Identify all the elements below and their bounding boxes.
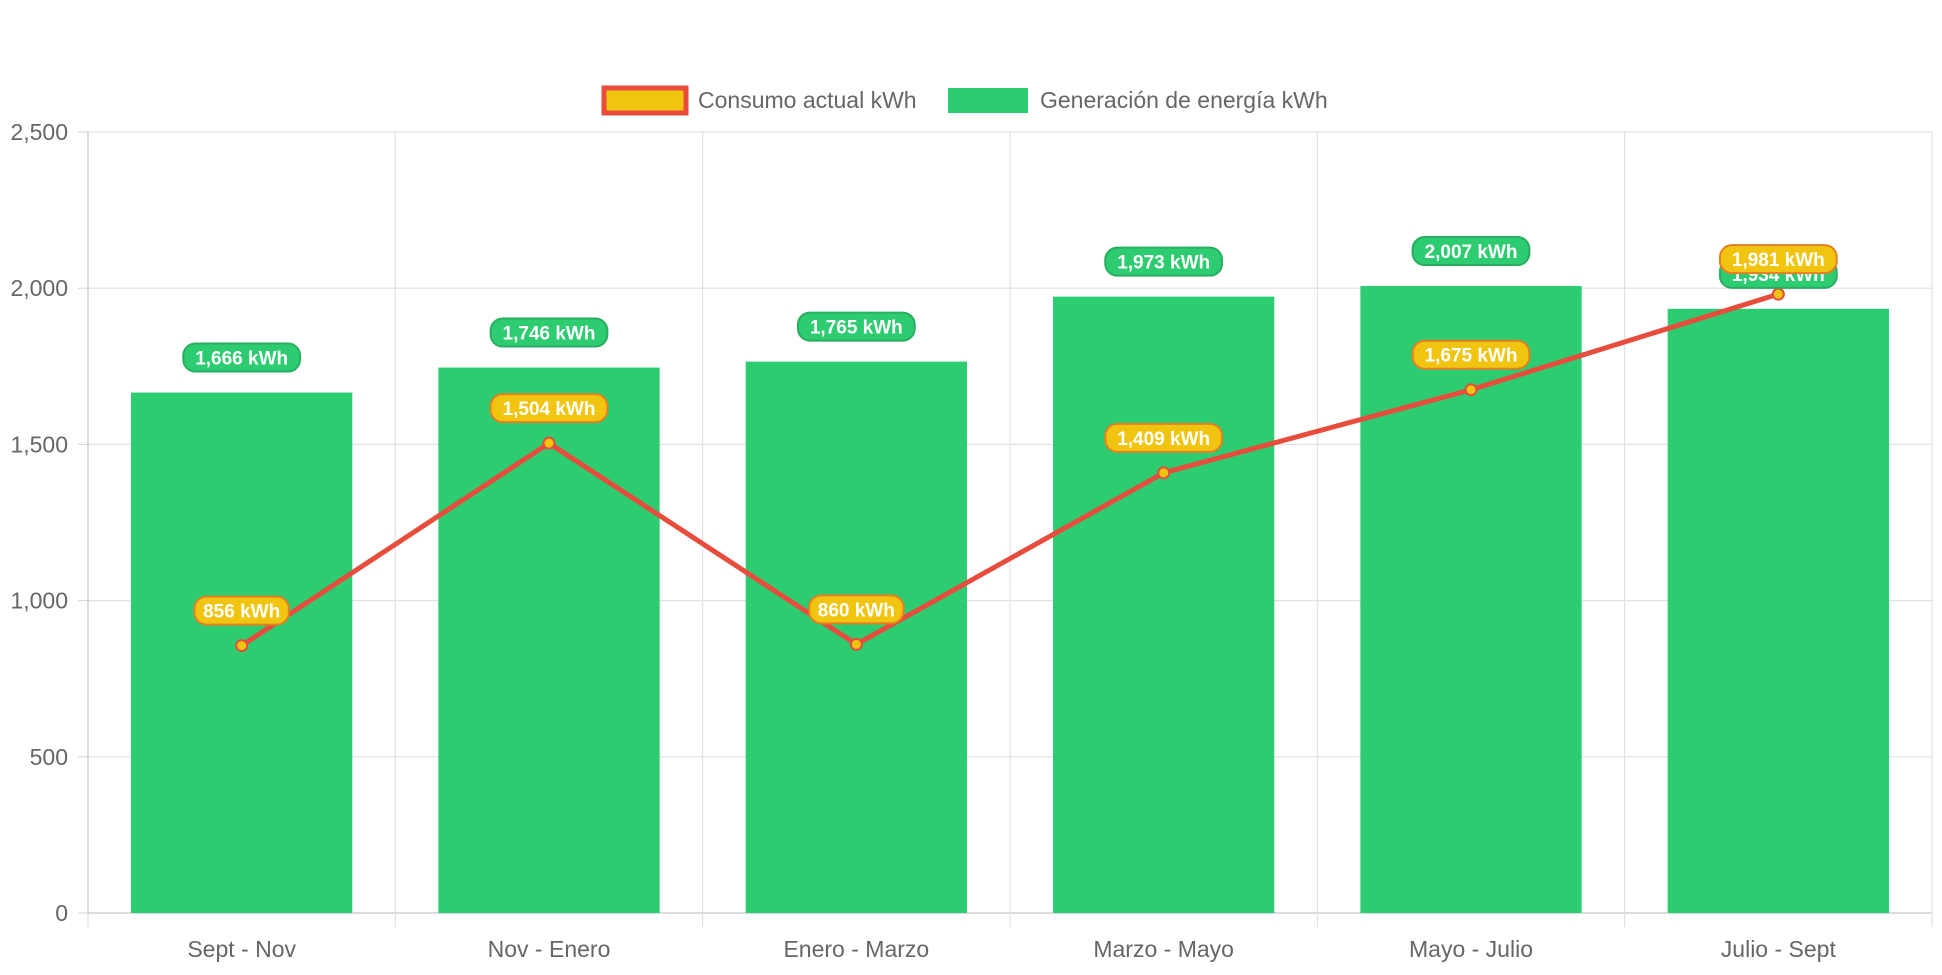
bar-data-label: 1,666 kWh [182,342,302,373]
line-point [1464,383,1478,397]
data-label-box [182,342,302,373]
data-label-text: 1,765 kWh [810,318,903,339]
data-label-text: 860 kWh [818,600,895,621]
line-point [1771,287,1785,301]
y-tick-label: 2,500 [10,119,68,145]
data-label-box [808,594,905,625]
x-tick-label: Enero - Marzo [783,936,929,962]
line-data-label: 860 kWh [808,594,905,625]
bar [745,361,967,913]
data-label-text: 1,981 kWh [1732,250,1825,271]
legend: Consumo actual kWh Generación de energía … [601,85,1328,116]
bar [1053,296,1275,914]
y-tick-label: 1,000 [10,588,68,614]
data-label-box [193,595,290,626]
y-tick-label: 0 [55,900,68,926]
line-point [1157,466,1171,480]
line-point [235,639,249,653]
data-label-text: 1,746 kWh [503,324,596,345]
legend-item-generacion: Generación de energía kWh [948,87,1328,113]
x-tick-label: Nov - Enero [488,936,611,962]
data-label-text: 1,675 kWh [1425,346,1518,367]
line-data-label: 1,675 kWh [1411,339,1531,370]
data-label-box [489,393,609,424]
line-point [542,436,556,450]
data-label-box [796,311,916,342]
x-tick-label: Marzo - Mayo [1093,936,1234,962]
x-axis-labels: Sept - Nov Nov - Enero Enero - Marzo Marzo … [187,936,1836,962]
bar [438,367,660,914]
consumption-line [240,291,1780,648]
bar-data-label: 1,746 kWh [489,317,609,348]
bar-data-label: 1,973 kWh [1104,246,1224,277]
x-tick-label: Mayo - Julio [1409,936,1533,962]
data-label-text: 1,973 kWh [1117,253,1210,274]
line-data-label: 856 kWh [193,595,290,626]
data-label-text: 856 kWh [203,602,280,623]
y-tick-label: 2,000 [10,275,68,301]
data-label-box [1411,339,1531,370]
legend-swatch-line [601,85,689,116]
data-label-box [1718,244,1838,275]
data-label-box [1104,422,1224,453]
y-tick-label: 1,500 [10,431,68,457]
data-label-box [489,317,609,348]
y-axis-labels: 0 500 1,000 1,500 2,000 2,500 [10,119,68,926]
line-data-label: 1,409 kWh [1104,422,1224,453]
line-points [235,287,1785,653]
bar-data-label: 1,765 kWh [796,311,916,342]
data-label-text: 1,504 kWh [503,399,596,420]
data-label-box [1411,236,1531,267]
line-data-label: 1,981 kWh [1718,244,1838,275]
data-label-text: 2,007 kWh [1425,242,1518,263]
data-label-text: 1,666 kWh [195,349,288,370]
data-label-box [1104,246,1224,277]
legend-label: Consumo actual kWh [698,87,917,113]
legend-swatch-bar [948,88,1028,113]
bar [1360,286,1582,914]
legend-item-consumo: Consumo actual kWh [601,85,917,116]
line-point [849,637,863,651]
bar-data-label: 2,007 kWh [1411,236,1531,267]
bar [131,392,353,913]
x-tick-label: Julio - Sept [1721,936,1837,962]
y-tick-label: 500 [30,744,68,770]
data-label-text: 1,409 kWh [1117,429,1210,450]
grid-lines [78,131,1933,927]
bar-series [131,286,1889,914]
line-data-label: 1,504 kWh [489,393,609,424]
x-tick-label: Sept - Nov [187,936,296,962]
legend-label: Generación de energía kWh [1040,87,1328,113]
bar [1667,308,1889,914]
